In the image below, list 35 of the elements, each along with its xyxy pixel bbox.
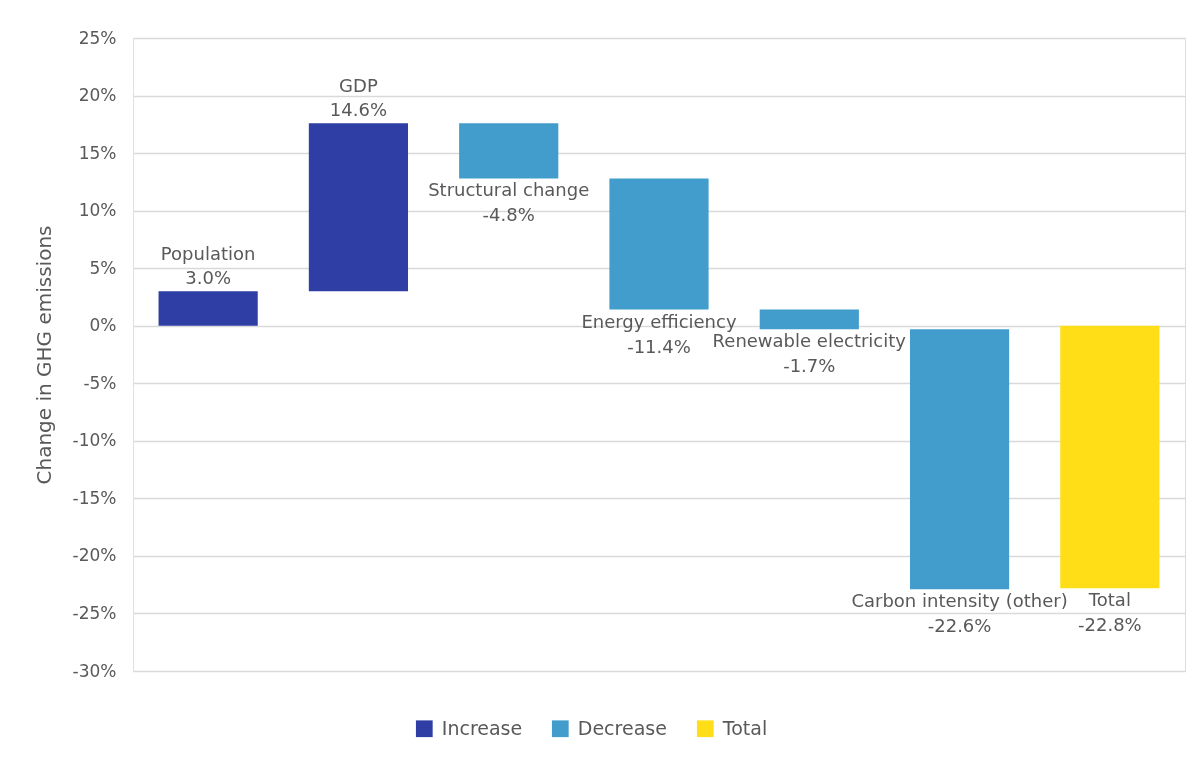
y-tick-label: -5% [83,372,117,393]
legend-label: Total [721,716,768,739]
data-label: -11.4% [627,335,691,357]
y-tick-label: 25% [78,27,117,48]
y-tick-label: -20% [72,545,117,566]
bar [1060,325,1160,589]
bar [909,329,1010,590]
bar [308,123,409,292]
bar [609,178,709,310]
y-axis-title: Change in GHG emissions [31,225,56,485]
bar [459,123,559,179]
data-label: -1.7% [783,355,836,377]
bar [158,291,258,326]
data-label: -22.8% [1078,614,1142,636]
x-tick-label: Population [160,243,256,265]
x-tick-label: GDP [339,75,378,97]
x-tick-label: Energy efficiency [581,310,737,332]
y-tick-label: -30% [72,660,117,681]
legend-label: Increase [441,716,523,739]
y-tick-label: 0% [89,315,117,336]
data-label: -22.6% [927,615,992,637]
data-label: 14.6% [329,99,388,121]
legend-label: Decrease [577,716,667,739]
x-tick-label: Carbon intensity (other) [851,590,1068,612]
data-label: 3.0% [185,267,232,289]
data-label: -4.8% [482,204,535,226]
y-tick-label: -15% [72,487,117,508]
x-tick-label: Structural change [428,179,590,201]
bar [759,309,859,330]
y-tick-label: -10% [72,430,117,451]
y-tick-label: 15% [78,142,117,163]
y-tick-label: 5% [89,257,117,278]
y-tick-label: -25% [72,602,117,623]
y-tick-label: 20% [78,85,117,106]
y-tick-label: 10% [78,200,117,221]
